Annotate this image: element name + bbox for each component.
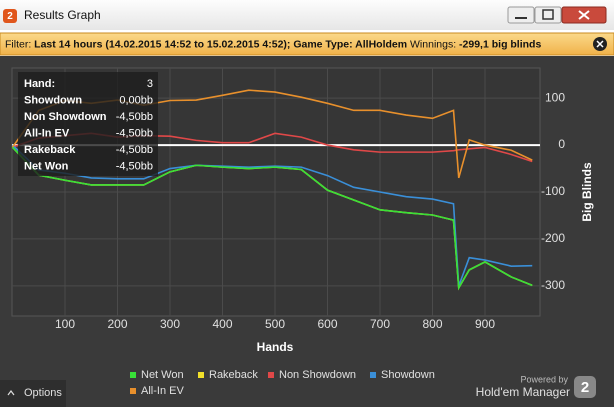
window-title: Results Graph	[24, 8, 101, 22]
y-tick-label: -200	[541, 231, 565, 245]
legend-swatch	[198, 372, 204, 378]
legend-swatch	[130, 388, 136, 394]
legend-label: Rakeback	[209, 369, 258, 381]
plot	[11, 68, 540, 316]
tooltip-label: Non Showdown	[24, 111, 107, 123]
filter-bar	[0, 32, 614, 56]
x-tick-label: 700	[370, 317, 390, 331]
legend-label: All-In EV	[141, 385, 184, 397]
legend-swatch	[370, 372, 376, 378]
winnings-value: -299,1 big blinds	[459, 38, 541, 50]
options-button[interactable]	[0, 380, 66, 407]
maximize-button[interactable]	[534, 6, 562, 24]
x-tick-label: 800	[422, 317, 442, 331]
x-tick-label: 900	[475, 317, 495, 331]
brand-logo	[574, 376, 596, 398]
legend-swatch	[130, 372, 136, 378]
tooltip-label: Showdown	[24, 94, 82, 106]
legend-label: Net Won	[141, 369, 184, 381]
y-tick-label: -300	[541, 278, 565, 292]
brand-logo-text: 2	[581, 379, 589, 396]
legend-swatch	[268, 372, 274, 378]
y-tick-label: 100	[545, 90, 565, 104]
tooltip-label: Hand:	[24, 78, 55, 90]
filter-value: Last 14 hours (14.02.2015 14:52 to 15.02…	[34, 38, 407, 50]
app-icon	[3, 9, 17, 23]
y-tick-label: 0	[558, 137, 565, 151]
x-tick-label: 300	[160, 317, 180, 331]
winnings-label: Winnings:	[410, 38, 456, 50]
options-icon	[7, 390, 15, 396]
maximize-icon	[542, 9, 554, 20]
tooltip-label: Rakeback	[24, 144, 76, 156]
brand: Hold'em Manager	[476, 385, 570, 399]
y-axis-label: Big Blinds	[580, 162, 594, 222]
x-tick-label: 400	[212, 317, 232, 331]
options-label: Options	[24, 387, 62, 399]
tooltip-box	[18, 72, 158, 176]
series-line	[11, 146, 533, 291]
filter-label: Filter:	[5, 38, 31, 50]
x-tick-label: 500	[265, 317, 285, 331]
y-tick-label: -100	[541, 184, 565, 198]
close-icon	[578, 10, 590, 20]
powered-by: Powered by	[520, 374, 568, 384]
x-tick-label: 200	[107, 317, 127, 331]
x-axis-label: Hands	[257, 340, 294, 354]
tooltip-value: -4,50bb	[116, 127, 153, 139]
app-icon-text: 2	[7, 11, 13, 22]
tooltip-label: Net Won	[24, 160, 69, 172]
tooltip-value: -4,50bb	[116, 160, 153, 172]
minimize-button[interactable]	[507, 6, 535, 24]
filter-close-icon	[596, 40, 604, 48]
tooltip-value: 3	[147, 78, 153, 90]
legend-label: Non Showdown	[279, 369, 356, 381]
series-line	[11, 144, 533, 287]
x-tick-label: 100	[55, 317, 75, 331]
tooltip-value: -4,50bb	[116, 111, 153, 123]
tooltip-value: 0,00bb	[119, 94, 153, 106]
tooltip-label: All-In EV	[24, 127, 70, 139]
tooltip-value: -4,50bb	[116, 144, 153, 156]
x-tick-label: 600	[317, 317, 337, 331]
legend-label: Showdown	[381, 369, 435, 381]
filter-text: Filter: Last 14 hours (14.02.2015 14:52 …	[5, 38, 541, 50]
